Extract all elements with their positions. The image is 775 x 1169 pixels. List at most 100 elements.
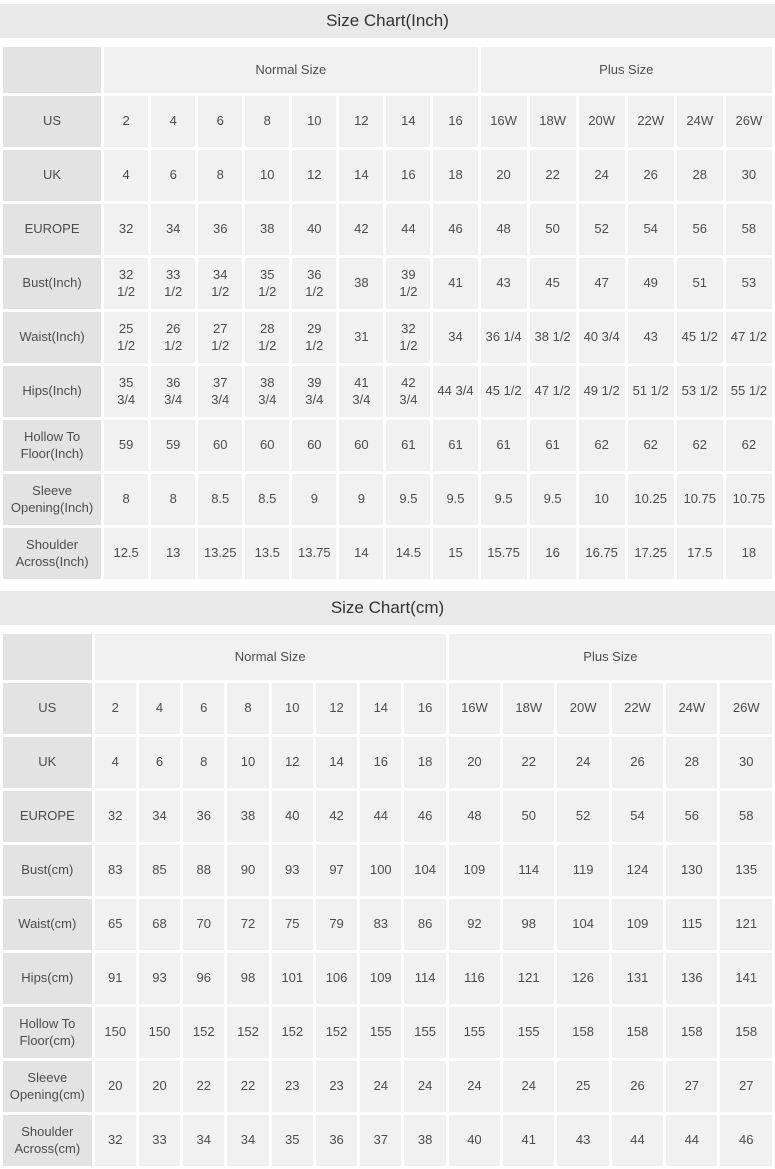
size-value-cell: 40 xyxy=(271,791,313,842)
size-value-cell: 22W xyxy=(627,96,674,147)
size-value-cell: 8.5 xyxy=(245,474,290,525)
size-value-cell: 32 xyxy=(94,1115,136,1166)
size-value-cell: 9.5 xyxy=(529,474,576,525)
row-label-waist-cm-: Waist(cm) xyxy=(3,899,92,950)
size-chart-page: { "colors": { "title_bar_bg": "#e9e9e9",… xyxy=(0,4,775,1169)
size-value-cell: 24 xyxy=(578,150,625,201)
size-value-cell: 9.5 xyxy=(480,474,527,525)
size-value-cell: 26 xyxy=(611,737,664,788)
size-value-cell: 50 xyxy=(529,204,576,255)
size-value-cell: 17.5 xyxy=(676,528,723,579)
row-label-sleeve-opening-inch-: Sleeve Opening(Inch) xyxy=(3,474,102,525)
size-value-cell: 16 xyxy=(433,96,478,147)
size-value-cell: 14 xyxy=(339,150,384,201)
size-value-cell: 22 xyxy=(529,150,576,201)
size-value-cell: 136 xyxy=(666,953,718,1004)
table-row: Shoulder Across(cm) 32 33 34 34 35 36 37 38 40 41 4… xyxy=(3,1115,772,1166)
size-value-cell: 45 1/2 xyxy=(480,366,527,417)
size-value-cell: 60 xyxy=(339,420,384,471)
size-value-cell: 61 xyxy=(386,420,431,471)
size-value-cell: 93 xyxy=(138,953,181,1004)
size-value-cell: 22W xyxy=(611,683,664,734)
table-row: Waist(Inch) 25 1/2 26 1/2 27 1/2 28 1/2 29 1/… xyxy=(3,312,772,363)
size-value-cell: 4 xyxy=(104,150,149,201)
size-value-cell: 9.5 xyxy=(386,474,431,525)
table-row: Bust(cm) 83 85 88 90 93 97 100 104 109 114 119 124 13… xyxy=(3,845,772,896)
size-value-cell: 13.75 xyxy=(292,528,337,579)
size-value-cell: 54 xyxy=(627,204,674,255)
size-value-cell: 88 xyxy=(183,845,225,896)
group-header-row: Normal Size Plus Size xyxy=(3,47,772,93)
size-value-cell: 14.5 xyxy=(386,528,431,579)
size-value-cell: 25 xyxy=(557,1061,609,1112)
row-label-bust-cm-: Bust(cm) xyxy=(3,845,92,896)
size-value-cell: 152 xyxy=(227,1007,269,1058)
size-value-cell: 10 xyxy=(227,737,269,788)
table-row: Hips(Inch) 35 3/4 36 3/4 37 3/4 38 3/4 39 3/4… xyxy=(3,366,772,417)
size-value-cell: 13 xyxy=(151,528,196,579)
size-value-cell: 12 xyxy=(339,96,384,147)
size-value-cell: 35 1/2 xyxy=(245,258,290,309)
size-value-cell: 43 xyxy=(627,312,674,363)
size-value-cell: 16 xyxy=(386,150,431,201)
table-row: Hips(cm) 91 93 96 98 101 106 109 114 116 121 126 131… xyxy=(3,953,772,1004)
size-value-cell: 83 xyxy=(94,845,136,896)
size-value-cell: 40 xyxy=(292,204,337,255)
size-value-cell: 115 xyxy=(666,899,718,950)
table-row: UK 4 6 8 10 12 14 16 18 20 22 24 26 28 30 xyxy=(3,737,772,788)
size-value-cell: 10 xyxy=(245,150,290,201)
size-value-cell: 32 1/2 xyxy=(386,312,431,363)
corner-cell xyxy=(3,47,102,93)
size-value-cell: 60 xyxy=(292,420,337,471)
size-value-cell: 104 xyxy=(404,845,446,896)
size-value-cell: 38 xyxy=(404,1115,446,1166)
size-value-cell: 20 xyxy=(138,1061,181,1112)
size-value-cell: 121 xyxy=(720,899,772,950)
size-value-cell: 26 xyxy=(627,150,674,201)
size-value-cell: 45 xyxy=(529,258,576,309)
size-value-cell: 135 xyxy=(720,845,772,896)
size-value-cell: 28 xyxy=(676,150,723,201)
size-value-cell: 2 xyxy=(94,683,136,734)
size-value-cell: 26 xyxy=(611,1061,664,1112)
size-value-cell: 124 xyxy=(611,845,664,896)
size-value-cell: 18W xyxy=(529,96,576,147)
size-value-cell: 44 3/4 xyxy=(433,366,478,417)
size-value-cell: 45 1/2 xyxy=(676,312,723,363)
size-value-cell: 31 xyxy=(339,312,384,363)
size-value-cell: 92 xyxy=(448,899,501,950)
table-row: Hollow To Floor(Inch) 59 59 60 60 60 60 61 61 61 6… xyxy=(3,420,772,471)
size-value-cell: 152 xyxy=(271,1007,313,1058)
size-value-cell: 53 1/2 xyxy=(676,366,723,417)
size-value-cell: 155 xyxy=(503,1007,555,1058)
size-value-cell: 24 xyxy=(404,1061,446,1112)
size-value-cell: 27 xyxy=(720,1061,772,1112)
size-value-cell: 18 xyxy=(404,737,446,788)
size-value-cell: 36 3/4 xyxy=(151,366,196,417)
row-label-europe: EUROPE xyxy=(3,791,92,842)
size-value-cell: 46 xyxy=(433,204,478,255)
size-value-cell: 100 xyxy=(360,845,402,896)
row-label-uk: UK xyxy=(3,737,92,788)
size-value-cell: 55 1/2 xyxy=(725,366,772,417)
size-value-cell: 9 xyxy=(339,474,384,525)
normal-size-header: Normal Size xyxy=(104,47,478,93)
row-label-hips-inch-: Hips(Inch) xyxy=(3,366,102,417)
size-value-cell: 6 xyxy=(138,737,181,788)
size-value-cell: 47 1/2 xyxy=(529,366,576,417)
size-value-cell: 38 xyxy=(227,791,269,842)
size-value-cell: 50 xyxy=(503,791,555,842)
size-value-cell: 24 xyxy=(448,1061,501,1112)
size-value-cell: 41 xyxy=(433,258,478,309)
row-label-waist-inch-: Waist(Inch) xyxy=(3,312,102,363)
normal-size-header: Normal Size xyxy=(94,634,446,680)
size-value-cell: 59 xyxy=(151,420,196,471)
size-value-cell: 8 xyxy=(104,474,149,525)
corner-cell xyxy=(3,634,92,680)
size-value-cell: 44 xyxy=(611,1115,664,1166)
size-value-cell: 8 xyxy=(245,96,290,147)
size-value-cell: 44 xyxy=(666,1115,718,1166)
size-value-cell: 130 xyxy=(666,845,718,896)
size-value-cell: 33 xyxy=(138,1115,181,1166)
size-value-cell: 98 xyxy=(503,899,555,950)
